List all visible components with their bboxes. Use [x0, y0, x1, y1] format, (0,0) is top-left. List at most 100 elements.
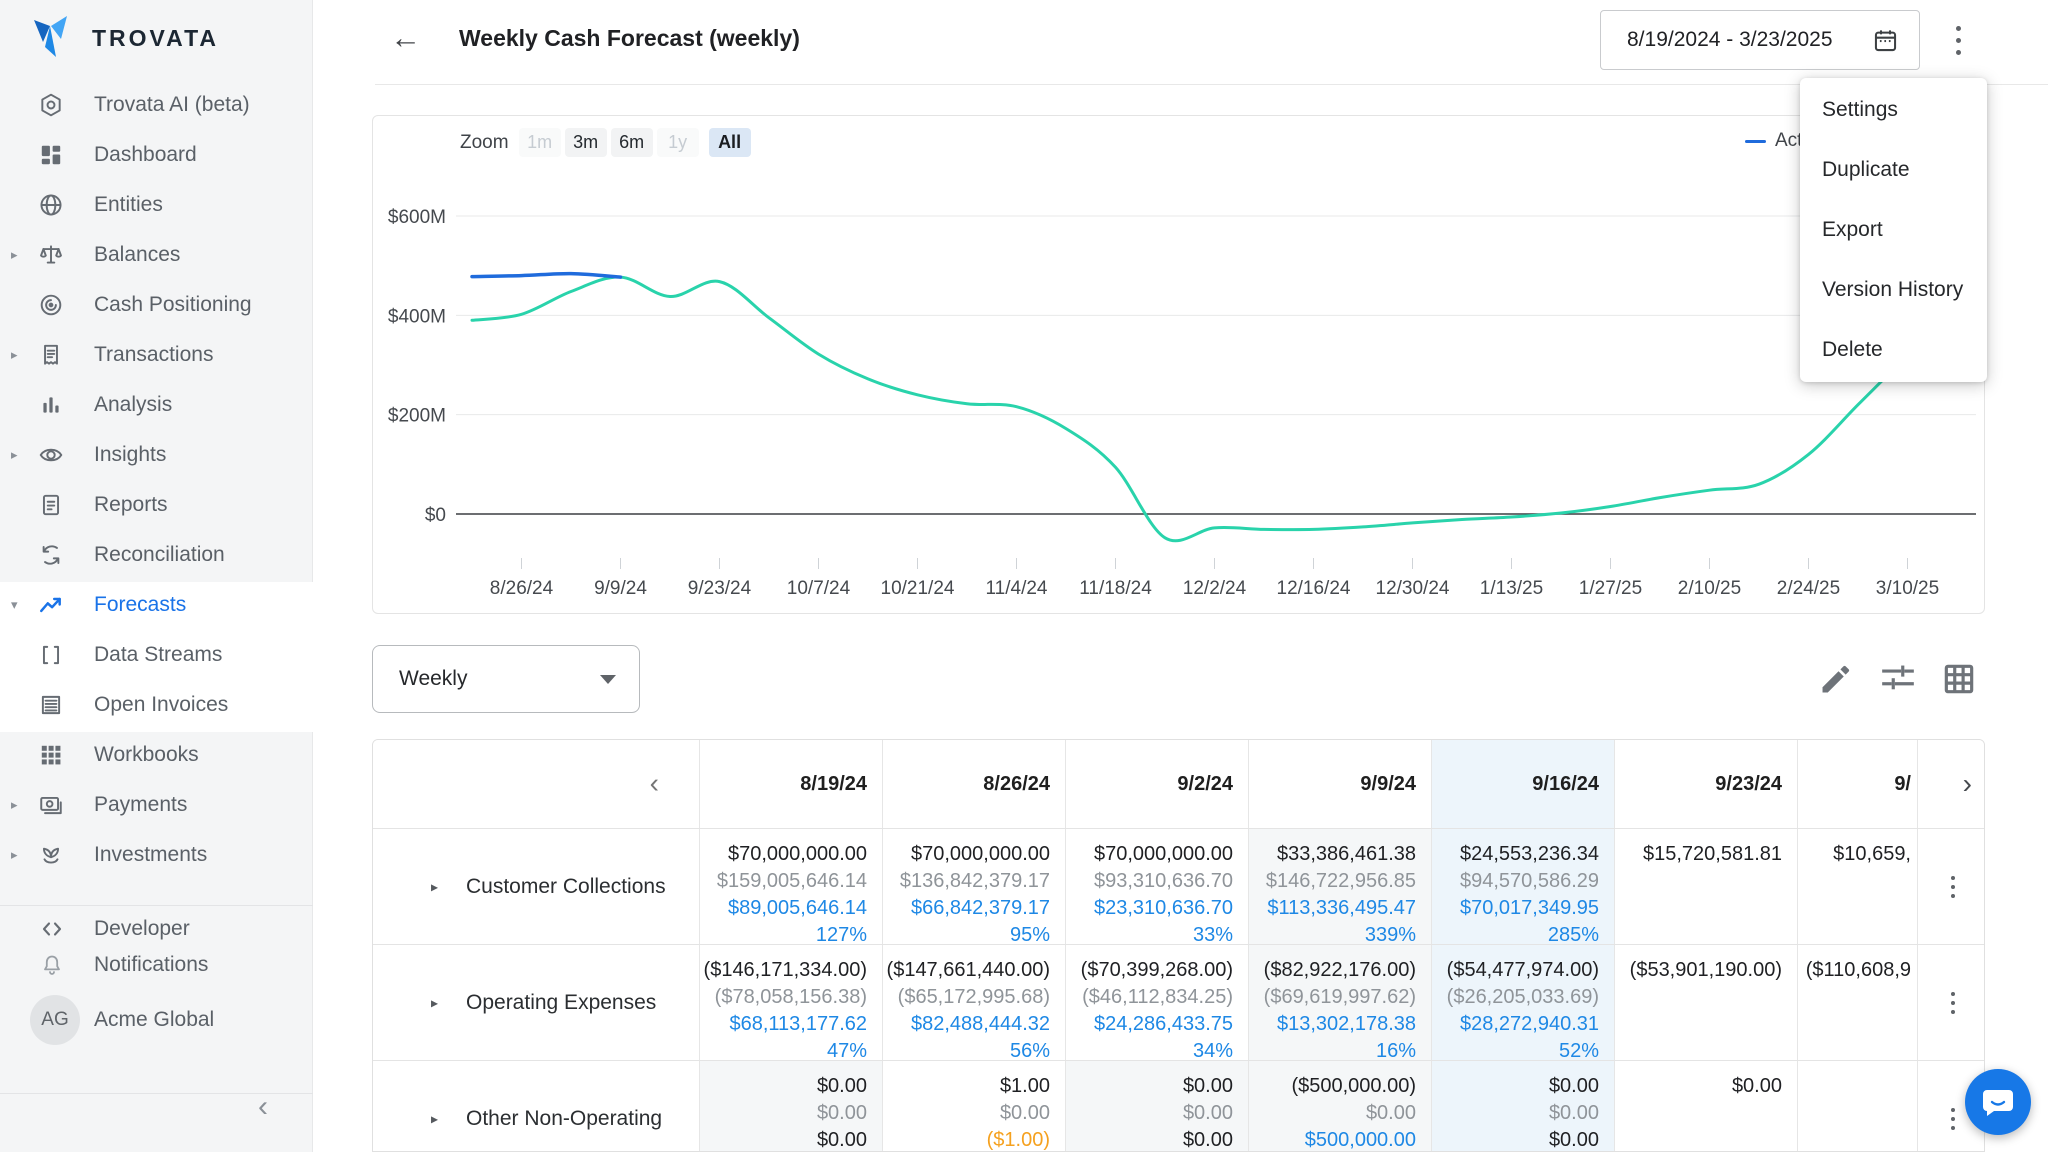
table-cell[interactable]: $70,000,000.00$136,842,379.17$66,842,379… [883, 829, 1066, 944]
zoom-3m-button[interactable]: 3m [565, 128, 607, 157]
sidebar: TROVATA Trovata AI (beta)DashboardEntiti… [0, 0, 313, 1152]
menu-item-delete[interactable]: Delete [1800, 320, 1987, 380]
table-cell[interactable]: $0.00$0.00$0.00 [1066, 1061, 1249, 1152]
svg-text:$400M: $400M [388, 306, 446, 327]
sidebar-item-payments[interactable]: ▸Payments [0, 780, 312, 830]
row-menu-icon[interactable] [1951, 992, 1955, 1014]
table-cell[interactable]: ($147,661,440.00)($65,172,995.68)$82,488… [883, 945, 1066, 1060]
ai-icon [38, 92, 64, 118]
table-cell[interactable]: $10,659, [1798, 829, 1918, 944]
table-cell[interactable]: ($54,477,974.00)($26,205,033.69)$28,272,… [1432, 945, 1615, 1060]
expand-caret-icon[interactable]: ▸ [11, 797, 18, 813]
edit-icon[interactable] [1817, 660, 1855, 698]
sidebar-item-trovata-ai-beta[interactable]: Trovata AI (beta) [0, 80, 312, 130]
sidebar-item-cash-positioning[interactable]: Cash Positioning [0, 280, 312, 330]
collapse-caret-icon[interactable]: ▾ [11, 597, 18, 613]
sidebar-item-data-streams[interactable]: Data Streams [0, 630, 312, 680]
table-header-row: ‹8/19/248/26/249/2/249/9/249/16/249/23/2… [373, 740, 1984, 829]
table-cell[interactable]: ($500,000.00)$0.00$500,000.00 [1249, 1061, 1432, 1152]
svg-text:11/4/24: 11/4/24 [986, 578, 1048, 599]
forecast-chart-card: $600M$400M$200M$08/26/249/9/249/23/2410/… [372, 115, 1985, 614]
row-menu-icon[interactable] [1951, 1108, 1955, 1130]
row-expand-icon[interactable]: ▸ [431, 994, 438, 1011]
interval-select[interactable]: Weekly [372, 645, 640, 713]
chart-zoom-controls: Zoom 1m3m6m1y All [460, 128, 751, 157]
sidebar-item-reports[interactable]: Reports [0, 480, 312, 530]
expand-caret-icon[interactable]: ▸ [11, 847, 18, 863]
header-divider [375, 84, 2048, 85]
invoice-icon [38, 692, 64, 718]
row-expand-icon[interactable]: ▸ [431, 1110, 438, 1127]
sidebar-item-reconciliation[interactable]: Reconciliation [0, 530, 312, 580]
menu-item-settings[interactable]: Settings [1800, 80, 1987, 140]
receipt-icon [38, 342, 64, 368]
menu-item-duplicate[interactable]: Duplicate [1800, 140, 1987, 200]
table-cell[interactable] [1798, 1061, 1918, 1152]
sidebar-collapse-icon[interactable]: ‹ [258, 1090, 268, 1124]
sidebar-item-dashboard[interactable]: Dashboard [0, 130, 312, 180]
sidebar-item-insights[interactable]: ▸Insights [0, 430, 312, 480]
menu-item-export[interactable]: Export [1800, 200, 1987, 260]
table-cell[interactable]: ($146,171,334.00)($78,058,156.38)$68,113… [700, 945, 883, 1060]
zoom-All-button[interactable]: All [709, 128, 751, 157]
tune-icon[interactable] [1879, 660, 1917, 698]
table-cell[interactable]: ($70,399,268.00)($46,112,834.25)$24,286,… [1066, 945, 1249, 1060]
sidebar-item-balances[interactable]: ▸Balances [0, 230, 312, 280]
account-name: Acme Global [94, 1008, 214, 1032]
table-col-header: 8/19/24 [700, 740, 883, 828]
more-options-icon[interactable] [1944, 12, 1972, 68]
expand-caret-icon[interactable]: ▸ [11, 347, 18, 363]
row-label: Other Non-Operating [466, 1107, 662, 1131]
page-title: Weekly Cash Forecast (weekly) [459, 25, 800, 52]
zoom-1y-button[interactable]: 1y [657, 128, 699, 157]
account-row[interactable]: AG Acme Global [0, 995, 312, 1045]
sidebar-item-developer[interactable]: Developer [0, 911, 312, 947]
table-cell[interactable]: ($110,608,9 [1798, 945, 1918, 1060]
scroll-left-icon[interactable]: ‹ [650, 767, 659, 799]
table-cell[interactable]: $1.00$0.00($1.00) [883, 1061, 1066, 1152]
expand-caret-icon[interactable]: ▸ [11, 247, 18, 263]
scroll-right-icon[interactable]: › [1963, 768, 1972, 800]
table-cell[interactable]: $70,000,000.00$159,005,646.14$89,005,646… [700, 829, 883, 944]
expand-caret-icon[interactable]: ▸ [11, 447, 18, 463]
table-grid-icon[interactable] [1940, 660, 1978, 698]
bell-icon [40, 953, 64, 977]
table-cell[interactable]: $0.00$0.00$0.00 [1432, 1061, 1615, 1152]
menu-item-version-history[interactable]: Version History [1800, 260, 1987, 320]
table-cell[interactable]: ($53,901,190.00) [1615, 945, 1798, 1060]
table-row: ▸Customer Collections$70,000,000.00$159,… [373, 829, 1984, 945]
row-expand-icon[interactable]: ▸ [431, 878, 438, 895]
sidebar-item-entities[interactable]: Entities [0, 180, 312, 230]
sidebar-item-notifications[interactable]: Notifications [0, 947, 312, 983]
back-button[interactable]: ← [390, 20, 421, 56]
dashboard-icon [38, 142, 64, 168]
sync-icon [38, 542, 64, 568]
sidebar-item-forecasts[interactable]: ▾Forecasts [0, 580, 312, 630]
table-cell[interactable]: $0.00 [1615, 1061, 1798, 1152]
sidebar-item-open-invoices[interactable]: Open Invoices [0, 680, 312, 730]
chat-button[interactable] [1965, 1069, 2031, 1135]
workbooks-icon [38, 742, 64, 768]
chat-icon [1979, 1084, 2017, 1120]
table-cell[interactable]: ($82,922,176.00)($69,619,997.62)$13,302,… [1249, 945, 1432, 1060]
table-cell[interactable]: $15,720,581.81 [1615, 829, 1798, 944]
row-menu-icon[interactable] [1951, 876, 1955, 898]
svg-text:1/27/25: 1/27/25 [1579, 578, 1642, 599]
sidebar-item-workbooks[interactable]: Workbooks [0, 730, 312, 780]
table-col-header: 9/16/24 [1432, 740, 1615, 828]
zoom-label: Zoom [460, 132, 509, 154]
sidebar-item-transactions[interactable]: ▸Transactions [0, 330, 312, 380]
table-cell[interactable]: $0.00$0.00$0.00 [700, 1061, 883, 1152]
sidebar-item-analysis[interactable]: Analysis [0, 380, 312, 430]
table-cell[interactable]: $24,553,236.34$94,570,586.29$70,017,349.… [1432, 829, 1615, 944]
table-cell[interactable]: $33,386,461.38$146,722,956.85$113,336,49… [1249, 829, 1432, 944]
code-icon [40, 917, 64, 941]
table-cell[interactable]: $70,000,000.00$93,310,636.70$23,310,636.… [1066, 829, 1249, 944]
app-logo[interactable]: TROVATA [30, 14, 219, 62]
zoom-1m-button[interactable]: 1m [519, 128, 561, 157]
zoom-6m-button[interactable]: 6m [611, 128, 653, 157]
calendar-icon [1872, 27, 1899, 54]
sidebar-item-investments[interactable]: ▸Investments [0, 830, 312, 880]
brackets-icon [38, 642, 64, 668]
date-range-picker[interactable]: 8/19/2024 - 3/23/2025 [1600, 10, 1920, 70]
